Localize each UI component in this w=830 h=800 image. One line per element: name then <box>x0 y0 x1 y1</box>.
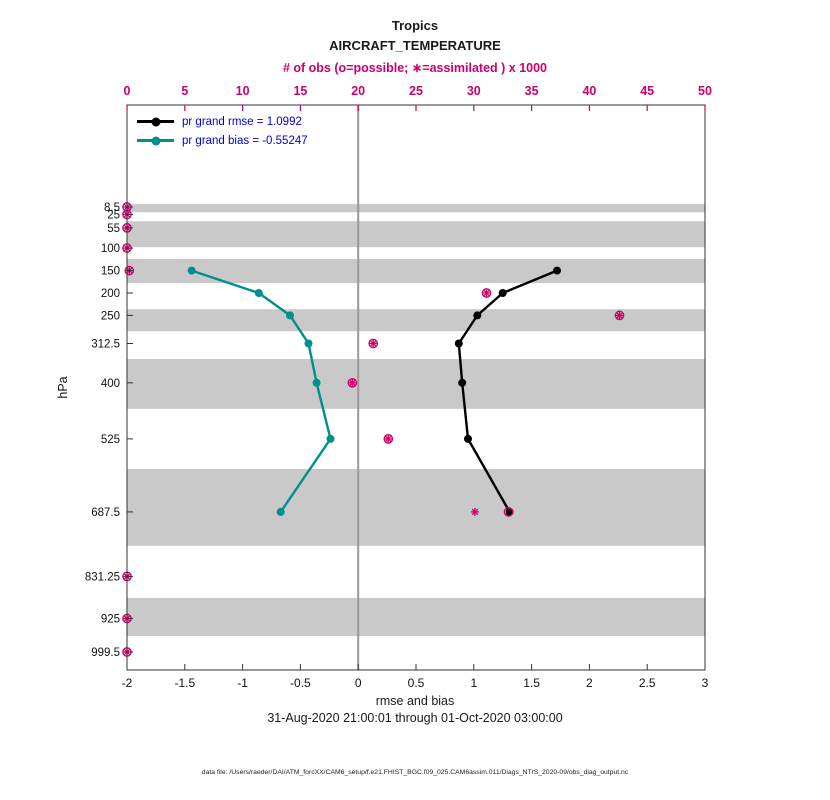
obs-possible-marker-icon <box>383 434 394 444</box>
obs-possible-marker-icon <box>614 310 625 321</box>
x-tick-label: 1.5 <box>523 676 540 690</box>
obs-tick-label: 15 <box>293 84 307 98</box>
shaded-layer <box>127 221 705 248</box>
legend-rmse-marker-icon <box>151 117 160 126</box>
obs-count-axis-title: # of obs (o=possible; ∗=assimilated ) x … <box>282 61 548 75</box>
obs-tick-label: 50 <box>698 84 712 98</box>
obs-tick-label: 0 <box>124 84 131 98</box>
legend-item-rmse: pr grand rmse = 1.0992 <box>137 112 308 131</box>
legend-bias-line-sample <box>137 136 174 145</box>
rmse-data-point <box>553 266 561 275</box>
rmse-data-point <box>498 289 507 297</box>
legend-bias-marker-icon <box>151 136 160 145</box>
x-tick-label: 0.5 <box>408 676 425 690</box>
legend-item-bias: pr grand bias = -0.55247 <box>137 131 308 150</box>
rmse-data-point <box>454 339 463 348</box>
y-tick-label: 250 <box>101 310 120 322</box>
obs-tick-label: 30 <box>467 84 481 98</box>
rmse-data-point <box>458 378 467 387</box>
date-range-text: 31-Aug-2020 21:00:01 through 01-Oct-2020… <box>267 711 563 725</box>
shaded-layer <box>127 309 705 332</box>
rmse-data-point <box>464 434 472 443</box>
obs-tick-label: 45 <box>640 84 654 98</box>
x-tick-label: -0.5 <box>290 676 311 690</box>
legend-bias-label: pr grand bias = -0.55247 <box>182 134 308 147</box>
y-axis-label: hPa <box>56 376 70 398</box>
x-tick-label: -2 <box>122 676 133 690</box>
y-tick-label: 100 <box>101 243 120 255</box>
bias-data-point <box>312 378 321 387</box>
obs-tick-label: 25 <box>409 84 423 98</box>
bias-data-point <box>187 266 196 275</box>
obs-possible-marker-icon <box>481 288 492 298</box>
shaded-layer <box>127 359 705 409</box>
plot-variable-title: AIRCRAFT_TEMPERATURE <box>329 38 501 53</box>
obs-tick-label: 35 <box>525 84 539 98</box>
shaded-layer <box>127 258 705 284</box>
bias-data-point <box>286 311 294 320</box>
x-tick-label: 1 <box>470 676 477 690</box>
obs-assimilated-marker-icon <box>384 434 393 443</box>
bias-data-point <box>276 507 285 516</box>
y-tick-label: 200 <box>101 288 120 300</box>
bias-data-point <box>254 289 263 297</box>
x-tick-label: 2 <box>586 676 593 690</box>
legend: pr grand rmse = 1.0992 pr grand bias = -… <box>137 112 308 150</box>
y-tick-label: 831.25 <box>85 571 120 583</box>
y-tick-label: 999.5 <box>91 647 120 659</box>
y-tick-label: 8.5 <box>104 202 120 214</box>
obs-tick-label: 10 <box>236 84 250 98</box>
rmse-data-point <box>473 311 482 320</box>
y-tick-label: 55 <box>107 223 120 235</box>
x-tick-label: -1.5 <box>174 676 195 690</box>
obs-assimilated-marker-icon <box>348 378 357 387</box>
shaded-layer <box>127 204 705 213</box>
y-tick-label: 525 <box>101 434 120 446</box>
legend-rmse-line-sample <box>137 117 174 126</box>
obs-possible-marker-icon <box>347 377 358 388</box>
y-tick-label: 687.5 <box>91 507 120 519</box>
shaded-layer <box>127 469 705 546</box>
obs-assimilated-marker-icon <box>369 339 378 348</box>
y-tick-label: 400 <box>101 378 120 390</box>
shaded-layer <box>127 597 705 637</box>
y-tick-label: 925 <box>101 614 120 626</box>
legend-rmse-label: pr grand rmse = 1.0992 <box>182 115 302 128</box>
rmse-data-point <box>505 507 514 516</box>
bias-data-point <box>304 339 313 348</box>
obs-possible-marker-icon <box>503 507 514 517</box>
data-file-path: data file: /Users/raeder/DAI/ATM_forcXX/… <box>201 769 629 776</box>
plot-region-title: Tropics <box>391 18 439 33</box>
obs-possible-marker-icon <box>368 338 379 349</box>
obs-tick-label: 40 <box>582 84 596 98</box>
obs-possible-marker-icon <box>124 265 135 276</box>
obs-assimilated-marker-icon <box>470 507 479 516</box>
obs-tick-label: 20 <box>351 84 365 98</box>
y-tick-label: 25 <box>107 209 120 221</box>
bias-data-point <box>326 434 335 443</box>
obs-assimilated-marker-icon <box>482 289 491 297</box>
obs-tick-label: 5 <box>181 84 188 98</box>
x-tick-label: -1 <box>237 676 248 690</box>
x-axis-label: rmse and bias <box>375 694 455 708</box>
y-tick-label: 312.5 <box>91 339 120 351</box>
y-tick-label: 150 <box>101 266 120 278</box>
x-tick-label: 3 <box>702 676 709 690</box>
x-tick-label: 0 <box>355 676 362 690</box>
obs-assimilated-marker-icon <box>615 311 624 320</box>
x-tick-label: 2.5 <box>639 676 656 690</box>
